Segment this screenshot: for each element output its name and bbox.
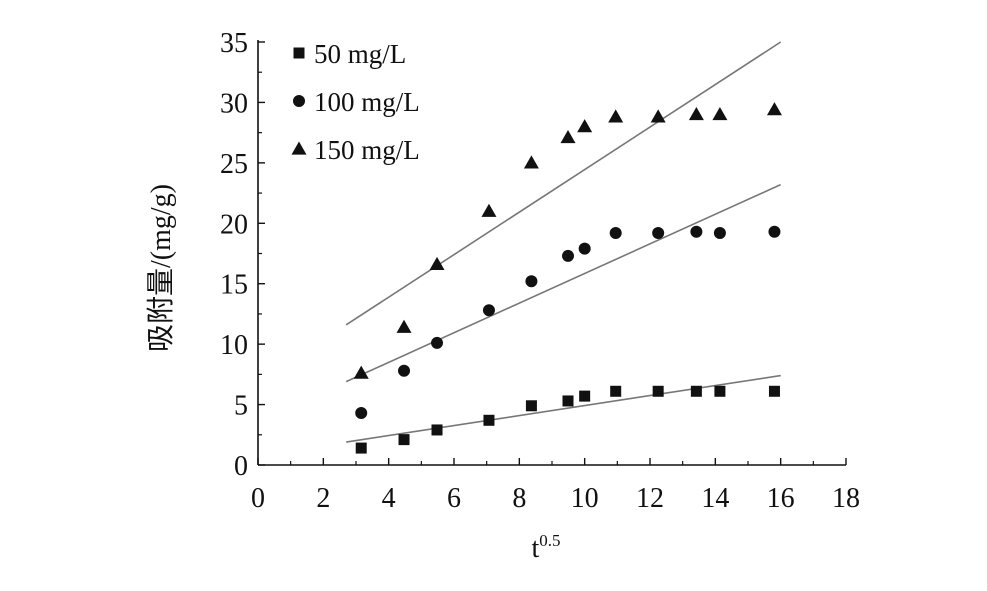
x-tick-label: 6 xyxy=(447,483,461,514)
data-point-triangle xyxy=(608,109,624,123)
x-axis-title: t0.5 xyxy=(531,531,560,564)
x-tick-label: 0 xyxy=(251,483,265,514)
x-tick-label: 16 xyxy=(767,483,795,514)
y-axis-title: 吸附量/(mg/g) xyxy=(145,184,177,352)
y-tick-label: 0 xyxy=(234,451,248,482)
x-tick-label: 2 xyxy=(316,483,330,514)
fit-line-circle xyxy=(345,183,781,383)
data-point-triangle xyxy=(712,107,728,121)
tick-group: 0 2 4 6 8 10 12 14 16 18 0 5 10 15 20 25 30 35 xyxy=(220,28,860,514)
data-point-circle xyxy=(431,336,444,349)
data-point-square xyxy=(579,390,591,402)
y-tick-label: 20 xyxy=(220,209,248,240)
data-point-circle xyxy=(578,242,591,255)
data-point-triangle xyxy=(650,109,666,123)
legend: 50 mg/L 100 mg/L 150 mg/L xyxy=(291,39,420,165)
data-point-square xyxy=(610,385,622,397)
data-point-square xyxy=(431,424,443,436)
data-point-triangle xyxy=(481,203,497,217)
data-points xyxy=(353,102,782,454)
data-point-square xyxy=(562,395,574,407)
y-tick-label: 15 xyxy=(220,270,248,301)
data-point-square xyxy=(768,385,780,397)
data-point-square xyxy=(690,385,702,397)
data-point-triangle xyxy=(560,129,576,144)
data-point-circle xyxy=(562,249,575,262)
legend-label: 50 mg/L xyxy=(314,39,406,69)
legend-label: 100 mg/L xyxy=(314,87,420,117)
fit-line-square xyxy=(346,374,781,443)
data-point-square xyxy=(525,400,537,412)
data-point-circle xyxy=(690,225,703,238)
data-point-triangle xyxy=(766,102,782,116)
data-point-square xyxy=(714,385,726,397)
data-point-circle xyxy=(398,364,411,377)
y-tick-label: 30 xyxy=(220,88,248,119)
x-tick-label: 18 xyxy=(832,483,860,514)
data-point-triangle xyxy=(523,155,539,169)
x-axis-title-superscript: 0.5 xyxy=(539,531,560,550)
legend-marker-circle xyxy=(293,95,305,107)
x-tick-label: 10 xyxy=(571,483,599,514)
legend-marker-triangle xyxy=(291,141,307,155)
data-point-triangle xyxy=(429,256,445,271)
y-tick-label: 10 xyxy=(220,330,248,361)
data-point-triangle xyxy=(688,107,704,121)
x-tick-label: 14 xyxy=(701,483,729,514)
x-axis-title-base: t xyxy=(531,533,539,564)
y-tick-label: 5 xyxy=(234,391,248,422)
data-point-circle xyxy=(652,226,665,239)
legend-label: 150 mg/L xyxy=(314,135,420,165)
data-point-circle xyxy=(713,226,726,239)
x-tick-label: 12 xyxy=(636,483,664,514)
fit-line-triangle xyxy=(345,41,782,326)
data-point-triangle xyxy=(353,365,369,379)
data-point-circle xyxy=(355,407,368,420)
legend-marker-square xyxy=(293,47,305,59)
data-point-triangle xyxy=(396,319,412,333)
data-point-square xyxy=(483,414,495,426)
data-point-square xyxy=(652,385,664,397)
y-tick-label: 25 xyxy=(220,149,248,180)
data-point-circle xyxy=(768,225,781,238)
data-point-triangle xyxy=(577,119,593,133)
data-point-square xyxy=(355,442,367,454)
fit-lines xyxy=(345,41,782,443)
x-tick-label: 8 xyxy=(512,483,526,514)
axis-titles: t0.5 吸附量/(mg/g) xyxy=(145,184,561,564)
data-point-square xyxy=(398,434,410,446)
data-point-circle xyxy=(482,304,495,317)
y-tick-label: 35 xyxy=(220,28,248,59)
x-tick-label: 4 xyxy=(382,483,396,514)
data-point-circle xyxy=(525,275,538,288)
data-point-circle xyxy=(609,226,622,239)
